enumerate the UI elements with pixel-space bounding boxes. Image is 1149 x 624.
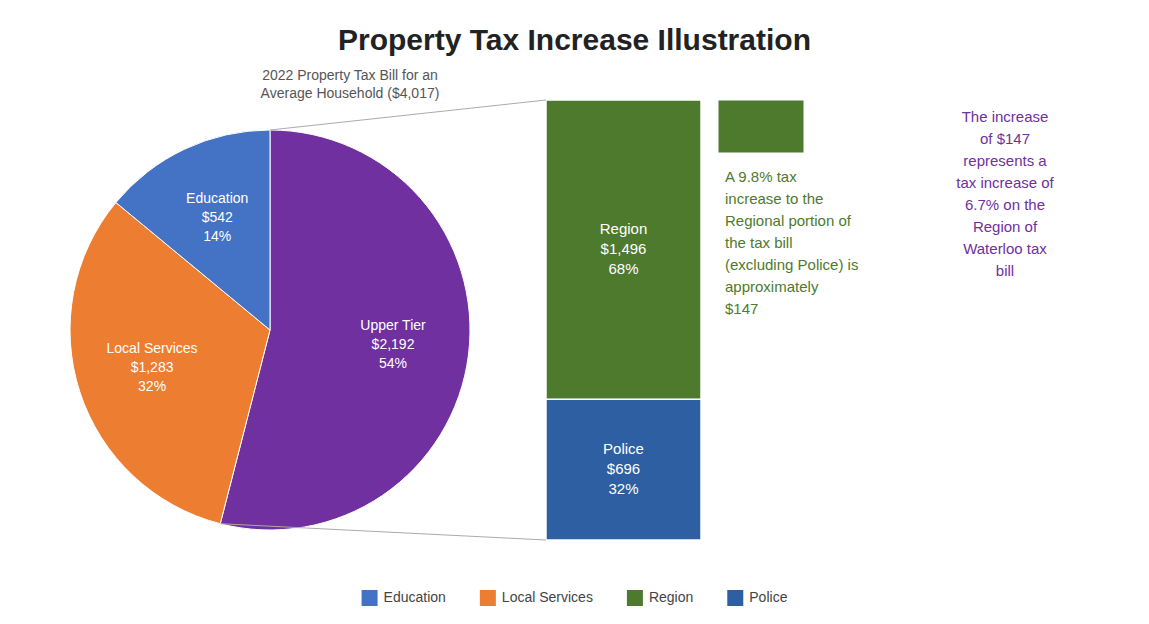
slice-amount: $2,192 [372, 336, 415, 352]
pie-slice [116, 130, 270, 330]
connector-line [220, 524, 546, 540]
annotation: The increaseof $147represents atax incre… [956, 108, 1054, 279]
legend-swatch [362, 590, 378, 606]
annotation: A 9.8% taxincrease to theRegional portio… [725, 168, 858, 317]
segment-name: Region [600, 220, 648, 237]
pie: Upper Tier $2,192 54% Local Services $1,283 3… [70, 130, 470, 530]
segment-name: Police [603, 440, 644, 457]
bar-segment [546, 100, 701, 399]
segment-percent: 32% [608, 480, 638, 497]
slice-category: Education [186, 190, 248, 206]
increase-marker [718, 100, 804, 153]
legend-label: Police [749, 589, 787, 605]
legend-item: Region [627, 589, 693, 606]
segment-amount: $1,496 [601, 240, 647, 257]
slice-percent: 14% [203, 228, 231, 244]
slice-percent: 32% [138, 378, 166, 394]
legend-label: Education [384, 589, 446, 605]
legend: Education Local Services Region Police [362, 589, 788, 606]
segment-amount: $696 [607, 460, 640, 477]
legend-label: Local Services [502, 589, 593, 605]
connector-line [270, 100, 546, 130]
chart-canvas: Property Tax Increase Illustration Upper … [0, 0, 1149, 624]
bar-plot [546, 100, 701, 540]
subtitle: 2022 Property Tax Bill for anAverage Hou… [261, 67, 440, 101]
slice-percent: 54% [379, 355, 407, 371]
slice-category: Upper Tier [360, 317, 426, 333]
legend-swatch [627, 590, 643, 606]
legend-item: Education [362, 589, 446, 606]
bar-segment [546, 399, 701, 540]
slice-amount: $542 [202, 209, 233, 225]
slice-category: Local Services [107, 340, 198, 356]
legend-swatch [480, 590, 496, 606]
legend-label: Region [649, 589, 693, 605]
segment-percent: 68% [608, 260, 638, 277]
chart-title: Property Tax Increase Illustration [338, 23, 811, 56]
bar-labels: Police $696 32% Region $1,496 68% [600, 220, 648, 497]
legend-item: Police [727, 589, 787, 606]
legend-item: Local Services [480, 589, 593, 606]
legend-swatch [727, 590, 743, 606]
slice-amount: $1,283 [131, 359, 174, 375]
